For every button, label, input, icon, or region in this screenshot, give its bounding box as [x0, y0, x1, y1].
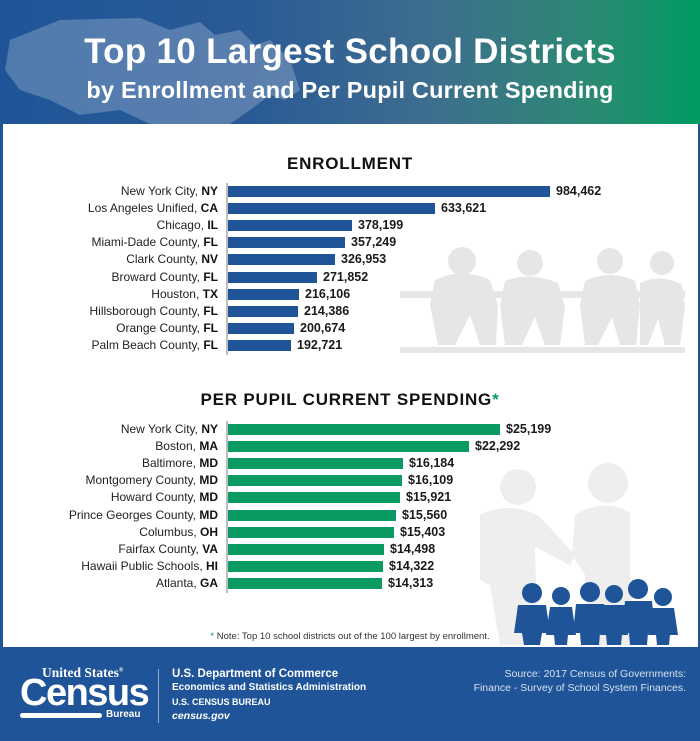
spending-value-label: $15,403	[400, 524, 446, 539]
classroom-silhouette-icon	[400, 247, 685, 353]
enrollment-axis	[226, 183, 228, 355]
enrollment-row: Los Angeles Unified, CA 633,621	[0, 200, 700, 217]
spending-bar	[228, 492, 400, 504]
enrollment-value-label: 984,462	[556, 184, 602, 198]
spending-bar	[228, 475, 402, 487]
enrollment-value-label: 357,249	[351, 235, 397, 250]
enrollment-value-label: 200,674	[300, 320, 346, 335]
enrollment-row: Orange County, FL 200,674	[0, 320, 700, 337]
spending-value-label: $16,109	[408, 473, 454, 488]
spending-value-label: $25,199	[506, 422, 552, 436]
spending-row: New York City, NY $25,199	[0, 421, 700, 438]
spending-bar	[228, 526, 394, 538]
spending-value-label: $15,921	[406, 490, 452, 505]
spending-row-label: Prince Georges County, MD	[68, 507, 218, 522]
enrollment-bar	[228, 322, 294, 334]
spending-value-label: $15,560	[402, 507, 448, 522]
spending-bar	[228, 577, 382, 589]
spending-row: Baltimore, MD $16,184	[0, 455, 700, 472]
census-gov-link[interactable]: census.gov	[172, 710, 230, 722]
enrollment-row-label: Miami-Dade County, FL	[91, 235, 219, 250]
enrollment-value-label: 633,621	[441, 201, 487, 216]
spending-bar	[228, 509, 396, 521]
spending-row-label: Hawaii Public Schools, HI	[81, 558, 218, 573]
footnote: * Note: Top 10 school districts out of t…	[210, 631, 490, 642]
spending-row: Prince Georges County, MD $15,560	[0, 507, 700, 524]
enrollment-row-label: Clark County, NV	[126, 252, 218, 267]
us-map-icon	[5, 18, 300, 124]
spending-row-label: Atlanta, GA	[155, 575, 218, 590]
enrollment-row-label: Orange County, FL	[116, 320, 218, 335]
enrollment-row: Broward County, FL 271,852	[0, 269, 700, 286]
spending-row-label: New York City, NY	[120, 422, 218, 436]
spending-value-label: $22,292	[475, 439, 521, 454]
family-silhouette-icon	[480, 463, 678, 645]
page-subtitle: by Enrollment and Per Pupil Current Spen…	[86, 77, 614, 103]
department-info: U.S. Department of Commerce Economics an…	[172, 668, 367, 722]
enrollment-value-label: 216,106	[305, 286, 351, 301]
enrollment-value-label: 326,953	[341, 252, 387, 267]
spending-row-label: Boston, MA	[155, 439, 218, 454]
enrollment-row: Miami-Dade County, FL 357,249	[0, 234, 700, 251]
enrollment-row: Palm Beach County, FL 192,721	[0, 337, 700, 354]
spending-row: Fairfax County, VA $14,498	[0, 541, 700, 558]
footer: United States® Census Bureau U.S. Depart…	[0, 647, 700, 741]
spending-value-label: $14,322	[389, 558, 435, 573]
enrollment-bar	[228, 237, 345, 249]
enrollment-bar	[228, 220, 352, 232]
spending-bar	[228, 458, 403, 470]
spending-row-label: Howard County, MD	[110, 490, 218, 505]
spending-row-label: Baltimore, MD	[141, 456, 218, 471]
enrollment-row-label: Houston, TX	[151, 286, 218, 301]
spending-row: Boston, MA $22,292	[0, 438, 700, 455]
spending-axis	[226, 421, 228, 593]
enrollment-row: Chicago, IL 378,199	[0, 217, 700, 234]
enrollment-row-label: Hillsborough County, FL	[89, 303, 218, 318]
enrollment-bar	[228, 254, 335, 266]
spending-row: Atlanta, GA $14,313	[0, 575, 700, 592]
spending-row: Hawaii Public Schools, HI $14,322	[0, 558, 700, 575]
enrollment-row: Hillsborough County, FL 214,386	[0, 303, 700, 320]
page-title: Top 10 Largest School Districts	[84, 32, 616, 71]
enrollment-row: Clark County, NV 326,953	[0, 251, 700, 268]
enrollment-value-label: 271,852	[323, 269, 369, 284]
enrollment-row-label: New York City, NY	[120, 184, 218, 198]
enrollment-bar	[228, 203, 435, 215]
spending-row: Howard County, MD $15,921	[0, 489, 700, 506]
spending-value-label: $16,184	[409, 456, 455, 471]
spending-row-label: Columbus, OH	[139, 524, 218, 539]
enrollment-value-label: 214,386	[304, 303, 350, 318]
spending-row: Montgomery County, MD $16,109	[0, 472, 700, 489]
enrollment-title: ENROLLMENT	[286, 154, 414, 173]
footer-divider	[158, 669, 159, 723]
enrollment-bar	[228, 186, 550, 197]
spending-value-label: $14,498	[390, 541, 436, 556]
enrollment-bar	[228, 288, 299, 300]
spending-value-label: $14,313	[388, 575, 434, 590]
enrollment-row: Houston, TX 216,106	[0, 286, 700, 303]
enrollment-row-label: Broward County, FL	[111, 269, 219, 284]
enrollment-bar	[228, 271, 317, 283]
enrollment-value-label: 378,199	[358, 218, 404, 233]
spending-title: PER PUPIL CURRENT SPENDING*	[200, 390, 500, 409]
spending-row-label: Montgomery County, MD	[85, 473, 219, 488]
spending-row: Columbus, OH $15,403	[0, 524, 700, 541]
enrollment-bar	[228, 305, 298, 317]
header-banner: Top 10 Largest School Districts by Enrol…	[0, 0, 700, 124]
enrollment-row: New York City, NY 984,462	[0, 183, 700, 200]
enrollment-row-label: Chicago, IL	[156, 218, 218, 233]
spending-bar	[228, 543, 384, 555]
spending-bar	[228, 441, 469, 453]
enrollment-bar	[228, 339, 291, 351]
source-citation: Source: 2017 Census of Governments: Fina…	[473, 668, 686, 694]
enrollment-row-label: Los Angeles Unified, CA	[87, 201, 218, 216]
enrollment-row-label: Palm Beach County, FL	[91, 337, 218, 352]
census-logo[interactable]: United States® Census Bureau	[20, 665, 150, 720]
logo-underline	[20, 713, 102, 718]
enrollment-value-label: 192,721	[297, 337, 343, 352]
spending-bar	[228, 424, 500, 435]
spending-bar	[228, 560, 383, 572]
spending-row-label: Fairfax County, VA	[118, 541, 218, 556]
